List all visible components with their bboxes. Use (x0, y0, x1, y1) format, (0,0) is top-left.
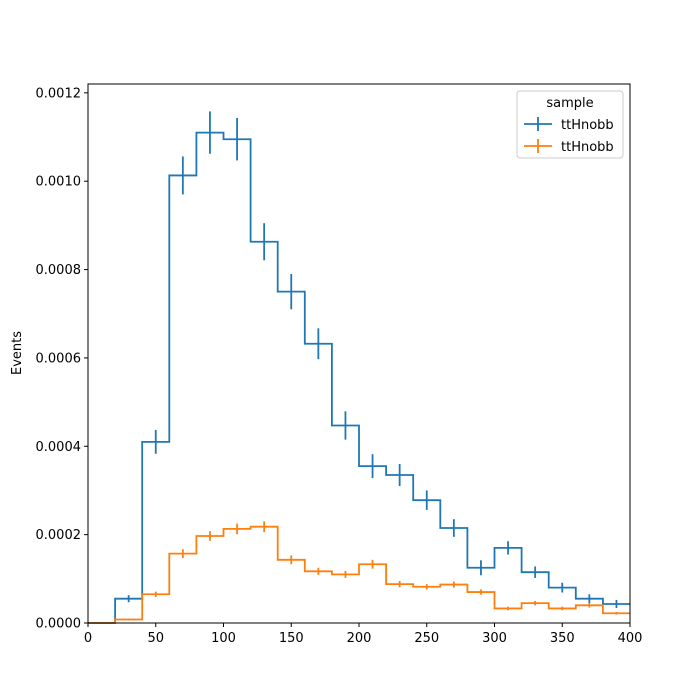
x-tick-label: 50 (147, 631, 164, 646)
series-layer (88, 111, 630, 624)
legend-title: sample (546, 96, 593, 111)
legend: sample ttHnobb ttHnobb (516, 90, 624, 159)
legend-box (516, 90, 624, 159)
y-tick-label: 0.0004 (36, 440, 82, 455)
y-tick-label: 0.0010 (36, 175, 82, 190)
y-tick-label: 0.0012 (36, 86, 82, 101)
x-tick-label: 350 (550, 631, 575, 646)
y-tick-label: 0.0006 (36, 351, 82, 366)
legend-entries: ttHnobb ttHnobb (524, 117, 614, 155)
x-axis: 0 50 100 150 200 250 300 350 400 (84, 623, 643, 646)
x-tick-label: 250 (414, 631, 439, 646)
legend-label: ttHnobb (561, 140, 614, 155)
x-tick-label: 100 (211, 631, 236, 646)
y-tick-label: 0.0000 (36, 617, 82, 632)
x-tick-label: 0 (84, 631, 92, 646)
series-1 (88, 111, 630, 624)
y-axis-label: Events (10, 331, 25, 375)
x-tick-label: 150 (279, 631, 304, 646)
series-2 (88, 521, 630, 624)
y-tick-label: 0.0008 (36, 263, 82, 278)
legend-label: ttHnobb (561, 118, 614, 133)
x-tick-label: 400 (618, 631, 643, 646)
x-tick-label: 200 (347, 631, 372, 646)
y-axis: 0.0000 0.0002 0.0004 0.0006 0.0008 0.0010 0.00… (36, 86, 88, 632)
x-tick-label: 300 (482, 631, 507, 646)
plot-area (88, 84, 630, 623)
y-tick-label: 0.0002 (36, 528, 82, 543)
